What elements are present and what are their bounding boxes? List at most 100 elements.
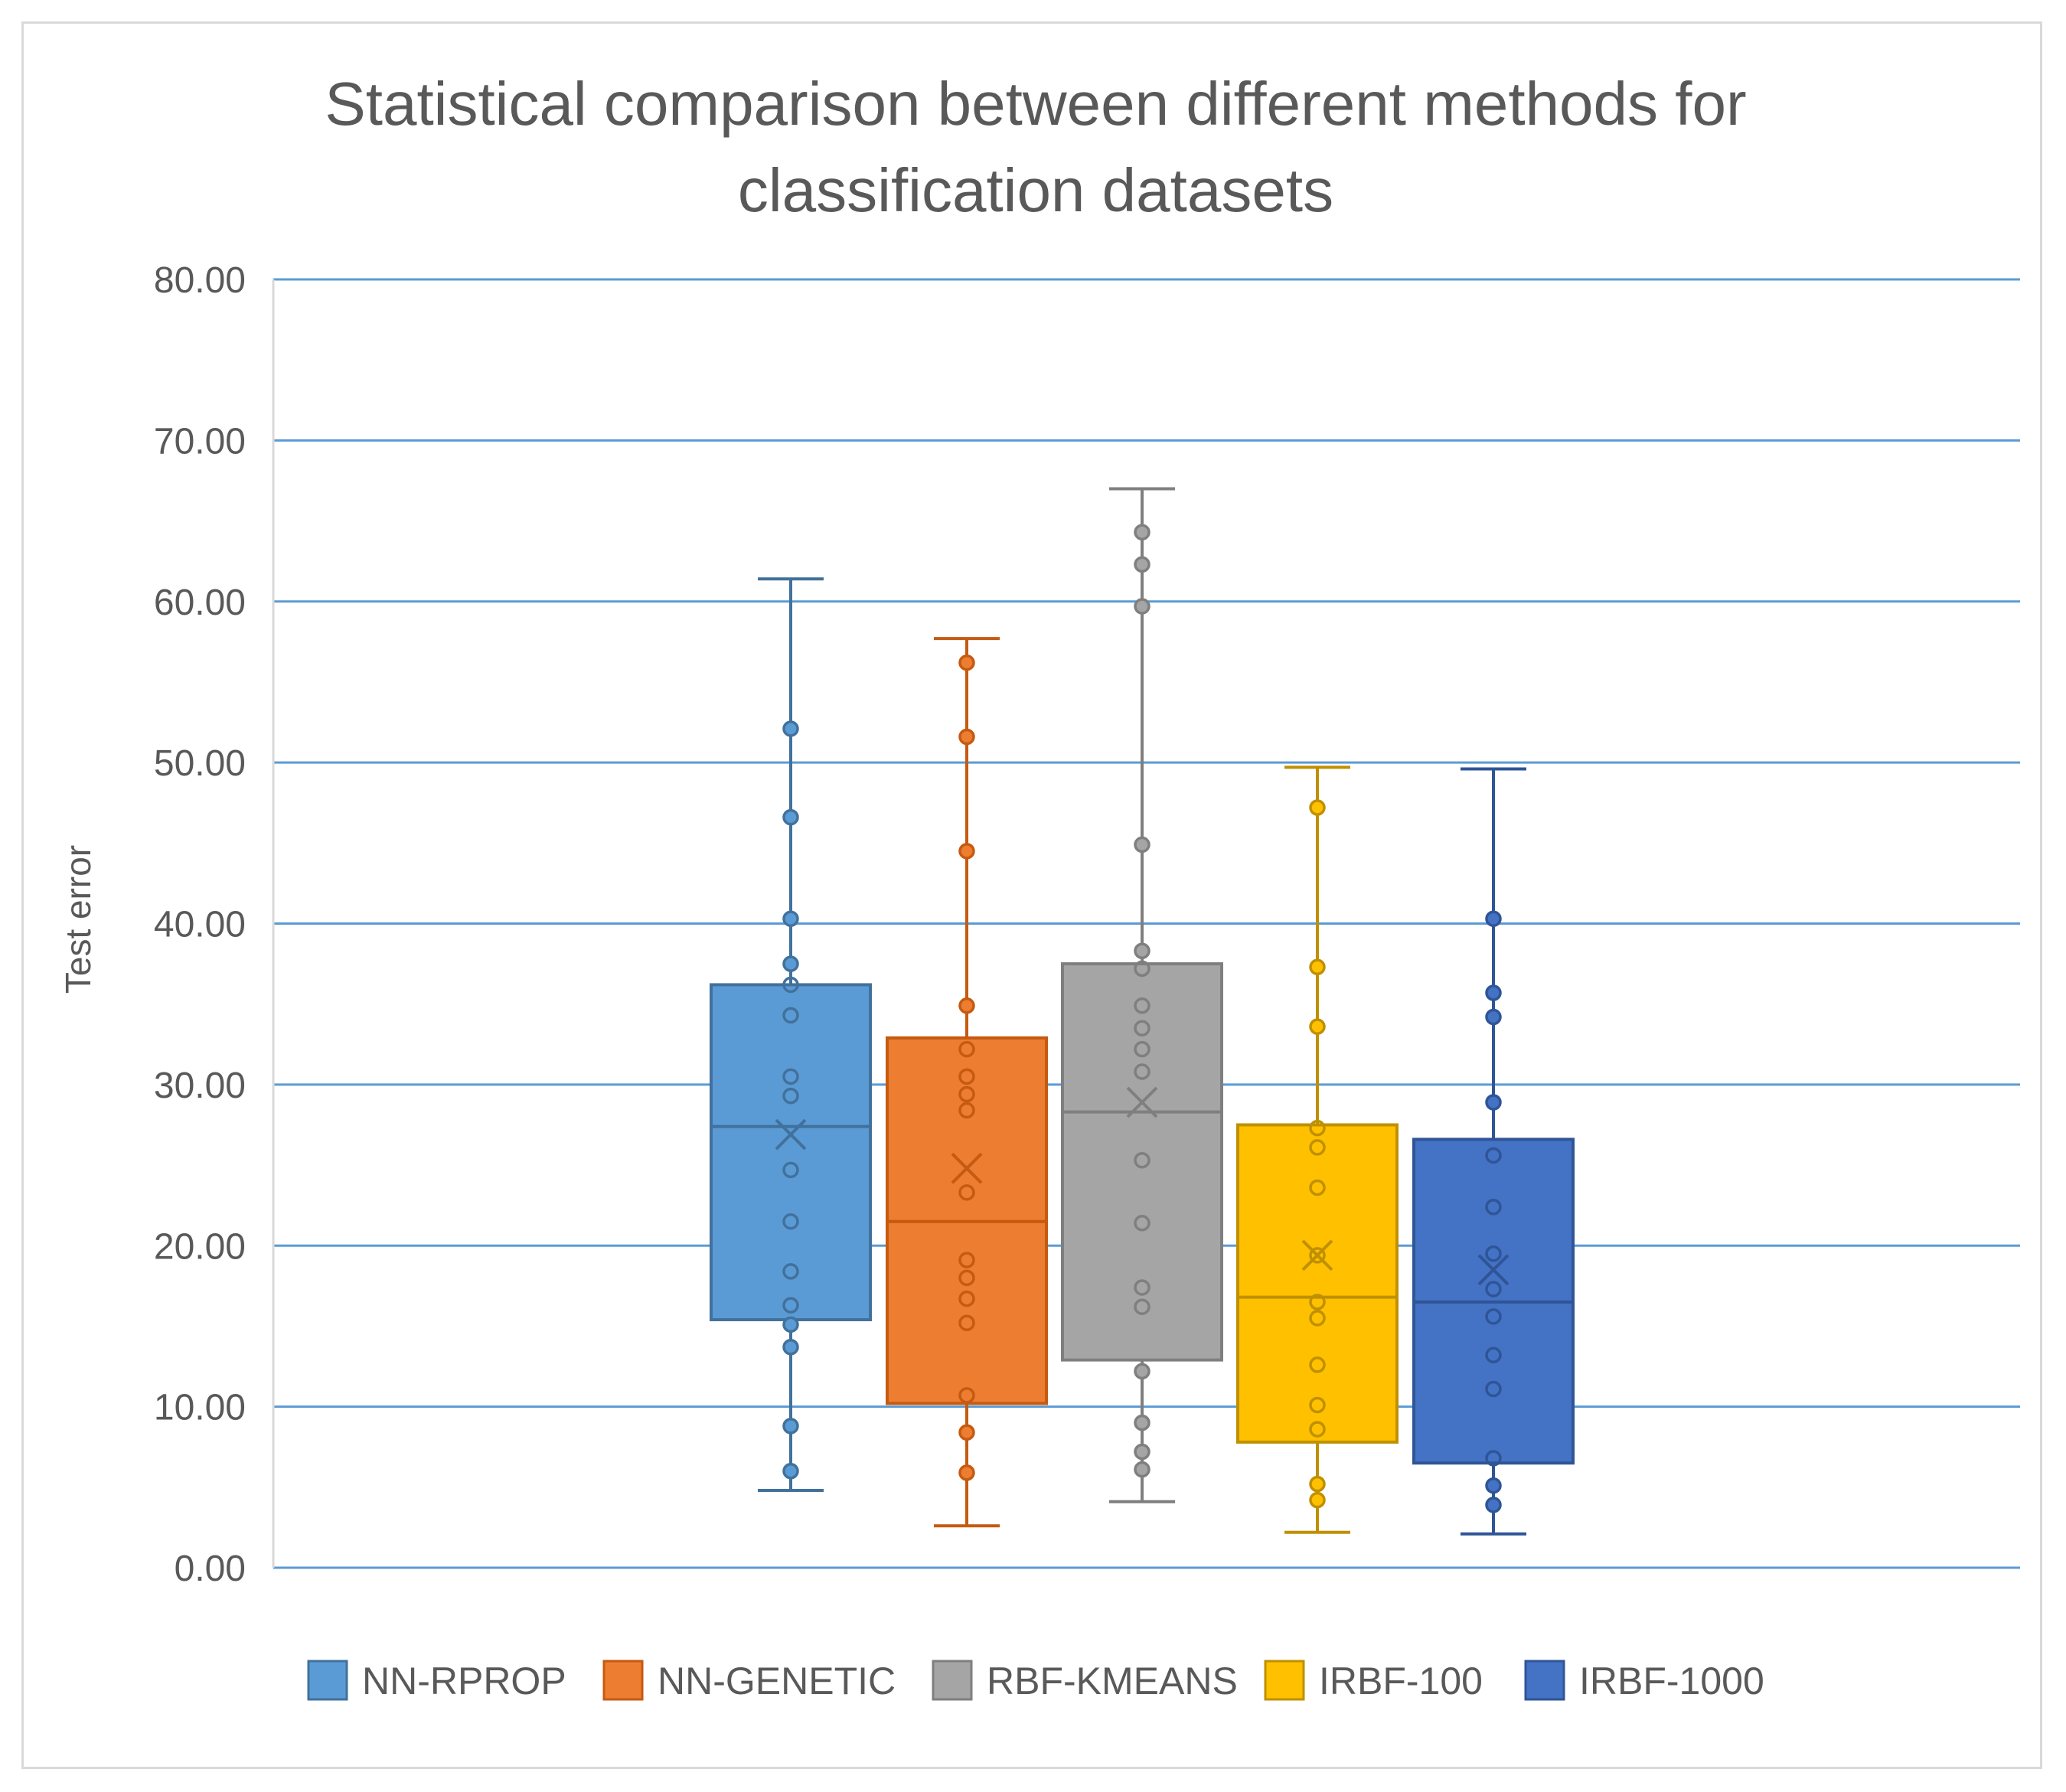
data-point xyxy=(782,808,799,826)
box-nn-rprop xyxy=(710,577,872,1493)
data-point xyxy=(958,1464,975,1481)
y-tick-label: 10.00 xyxy=(154,1388,246,1428)
data-point xyxy=(782,1339,799,1356)
data-point xyxy=(1485,1477,1502,1494)
legend-item-irbf-1000: IRBF-1000 xyxy=(1524,1660,1764,1702)
data-point xyxy=(1485,1308,1502,1325)
y-axis-title: Test error xyxy=(58,845,98,994)
data-point xyxy=(782,1263,799,1280)
data-point xyxy=(1134,1152,1150,1169)
data-point xyxy=(1309,799,1326,816)
y-tick-label: 30.00 xyxy=(154,1066,246,1106)
data-point xyxy=(1134,556,1150,573)
chart-title-line-2: classification datasets xyxy=(738,156,1333,224)
legend-swatch xyxy=(1264,1660,1305,1701)
legend-item-irbf-100: IRBF-100 xyxy=(1264,1660,1483,1702)
data-point xyxy=(1134,1414,1150,1431)
data-point xyxy=(1485,1094,1502,1111)
data-point xyxy=(1134,1298,1150,1315)
data-point xyxy=(1309,1475,1326,1493)
data-point xyxy=(1485,1008,1502,1026)
iqr-box xyxy=(1236,1123,1399,1444)
data-point xyxy=(1309,1139,1326,1156)
data-point xyxy=(1485,984,1502,1001)
legend-label: RBF-KMEANS xyxy=(987,1660,1238,1702)
chart-frame: Statistical comparison between different… xyxy=(21,21,2042,1769)
data-point xyxy=(782,720,799,737)
y-tick-label: 80.00 xyxy=(154,260,246,301)
data-point xyxy=(1134,524,1150,541)
data-point xyxy=(782,1068,799,1085)
data-point xyxy=(958,1269,975,1287)
data-point xyxy=(782,1463,799,1480)
data-point xyxy=(1134,598,1150,615)
data-point xyxy=(958,728,975,746)
data-point xyxy=(1134,942,1150,960)
data-point xyxy=(1134,1363,1150,1380)
legend-label: IRBF-1000 xyxy=(1579,1660,1764,1702)
chart-title-line-1: Statistical comparison between different… xyxy=(325,70,1746,138)
mean-marker xyxy=(775,1118,807,1151)
box-irbf-1000 xyxy=(1412,767,1575,1536)
data-point xyxy=(782,976,799,994)
data-point xyxy=(958,1085,975,1103)
data-point xyxy=(782,910,799,927)
data-point xyxy=(1134,1040,1150,1058)
y-tick-label: 60.00 xyxy=(154,583,246,623)
data-point xyxy=(782,1297,799,1314)
data-point xyxy=(1309,1119,1326,1137)
legend-item-rbf-kmeans: RBF-KMEANS xyxy=(932,1660,1238,1702)
data-point xyxy=(1485,910,1502,927)
box-rbf-kmeans xyxy=(1061,487,1223,1503)
data-point xyxy=(782,955,799,972)
data-point xyxy=(1134,1279,1150,1296)
legend-swatch xyxy=(932,1660,973,1701)
data-point xyxy=(1134,1443,1150,1461)
data-point xyxy=(1134,1020,1150,1036)
legend: NN-RPROP NN-GENETIC RBF-KMEANS IRBF-100 IRBF… xyxy=(307,1660,1764,1702)
y-tick-label: 40.00 xyxy=(154,905,246,945)
data-point xyxy=(782,1161,799,1179)
data-point xyxy=(1309,1018,1326,1035)
data-point xyxy=(958,1102,975,1119)
data-point xyxy=(782,1316,799,1333)
data-point xyxy=(1485,1147,1502,1164)
legend-swatch xyxy=(1524,1660,1565,1701)
box-irbf-100 xyxy=(1236,765,1399,1534)
iqr-box xyxy=(710,983,872,1322)
data-point xyxy=(958,1424,975,1441)
mean-marker xyxy=(951,1152,983,1184)
data-point xyxy=(958,1314,975,1331)
mean-marker xyxy=(1126,1086,1158,1118)
y-axis-ticks: 0.00 10.00 20.00 30.00 40.00 50.00 60.00 70.00 8… xyxy=(154,260,246,1589)
data-point xyxy=(1485,1497,1502,1513)
box-plot-chart: Statistical comparison between different… xyxy=(58,70,2020,1702)
mean-marker xyxy=(1301,1239,1333,1271)
y-tick-label: 20.00 xyxy=(154,1226,246,1267)
data-point xyxy=(1309,1491,1326,1509)
data-point xyxy=(958,1040,975,1058)
data-point xyxy=(1309,958,1326,976)
data-point xyxy=(958,1068,975,1085)
data-point xyxy=(1134,1215,1150,1232)
y-tick-label: 0.00 xyxy=(175,1549,246,1589)
data-point xyxy=(1485,1199,1502,1216)
data-point xyxy=(958,654,975,671)
data-point xyxy=(1309,1294,1326,1311)
gridlines xyxy=(272,278,2020,1569)
legend-label: IRBF-100 xyxy=(1319,1660,1483,1702)
data-point xyxy=(1309,1247,1326,1264)
data-point xyxy=(782,1213,799,1230)
legend-label: NN-RPROP xyxy=(362,1660,566,1702)
data-point xyxy=(1134,960,1150,978)
data-point xyxy=(1309,1179,1326,1196)
legend-label: NN-GENETIC xyxy=(658,1660,896,1702)
data-point xyxy=(958,1290,975,1307)
data-point xyxy=(782,1007,799,1024)
data-point xyxy=(1309,1421,1326,1438)
data-point xyxy=(1485,1245,1502,1262)
data-point xyxy=(782,1087,799,1105)
data-point xyxy=(1134,997,1150,1014)
data-point xyxy=(1309,1356,1326,1373)
data-point xyxy=(1309,1310,1326,1327)
